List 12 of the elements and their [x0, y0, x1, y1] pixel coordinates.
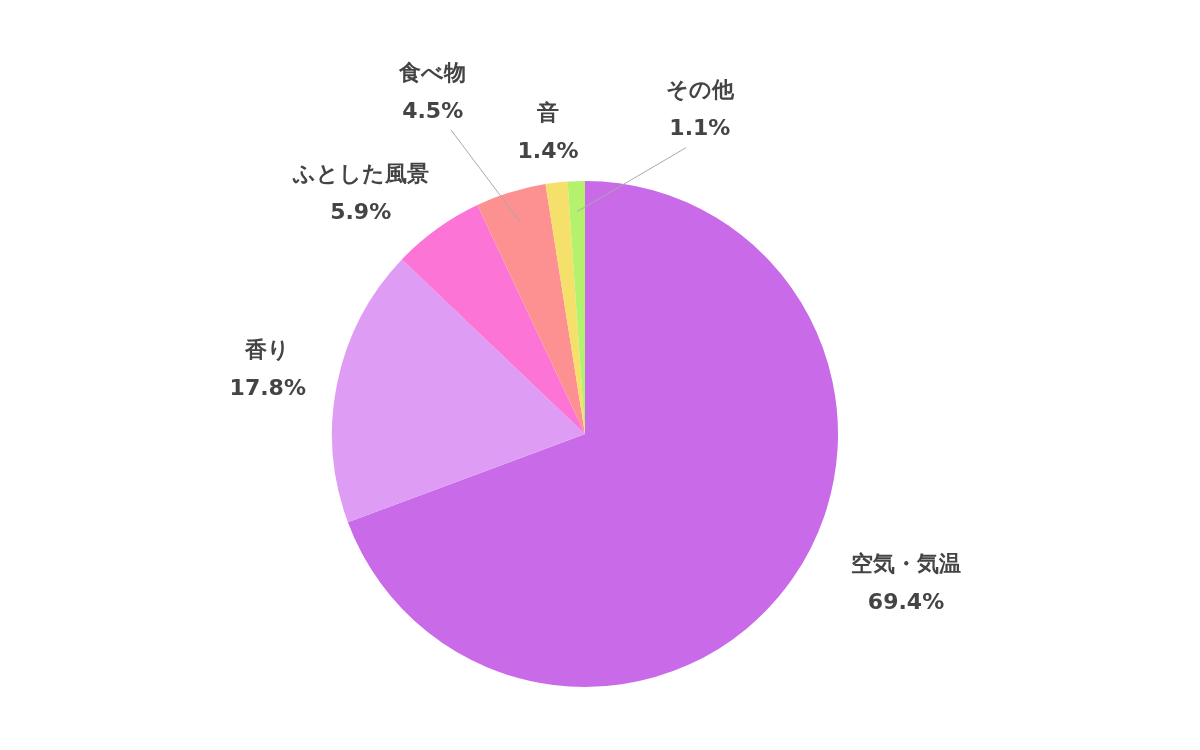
- slice-label: 食べ物: [398, 59, 467, 85]
- data-label: 17.8%: [229, 374, 306, 400]
- data-label: 69.4%: [867, 589, 945, 615]
- slice-label: その他: [665, 77, 735, 103]
- slice-label: ふとした風景: [291, 161, 429, 187]
- data-label: 1.4%: [517, 138, 579, 164]
- slice-label: 香り: [244, 336, 291, 362]
- slice-label: 音: [536, 100, 559, 126]
- data-label: 5.9%: [330, 199, 392, 225]
- slice-label: 空気・気温: [851, 551, 962, 577]
- data-label: 1.1%: [669, 115, 731, 141]
- data-label: 4.5%: [402, 97, 464, 123]
